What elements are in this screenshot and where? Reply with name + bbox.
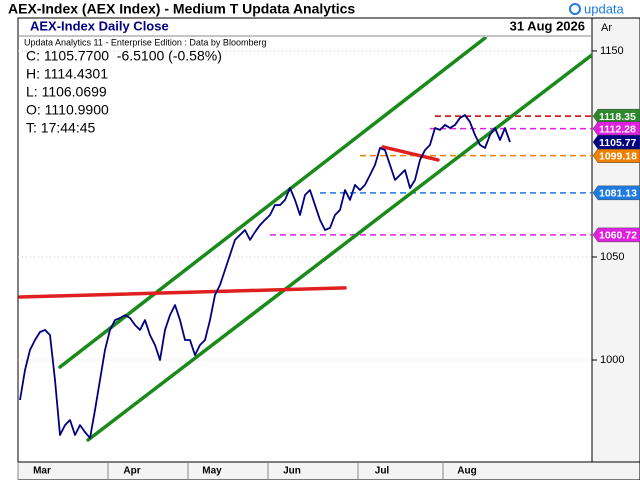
y-tick-label: 1050 (600, 251, 624, 263)
plot-area (17, 17, 593, 463)
chart-date: 31 Aug 2026 (510, 18, 585, 33)
level-box (592, 148, 640, 163)
x-tick-label: Jul (375, 466, 390, 477)
info-line: C: 1105.7700 -6.5100 (-0.58%) (26, 48, 222, 64)
chart-subtitle: AEX-Index Daily Close (30, 18, 169, 33)
x-tick-label: Jun (283, 466, 301, 477)
x-tick-label: May (202, 466, 222, 477)
level-label: 1099.18 (599, 150, 637, 162)
brand: updata (584, 1, 625, 16)
price-line (19, 114, 511, 439)
info-line: L: 1106.0699 (26, 84, 107, 100)
level-label: 1118.35 (599, 111, 636, 123)
title-bar (0, 0, 640, 18)
trendline (58, 37, 487, 369)
source-note: Updata Analytics 11 - Enterprise Edition… (24, 37, 266, 47)
info-line: H: 1114.4301 (26, 66, 108, 82)
level-box (592, 121, 640, 136)
chart-title: AEX-Index (AEX Index) - Medium T Updata … (8, 1, 355, 17)
x-axis (17, 461, 640, 480)
plot (18, 37, 592, 442)
level-label: 1060.72 (599, 230, 637, 242)
brand-logo: updata (569, 1, 625, 16)
x-tick-label: Apr (123, 466, 140, 477)
info-line: T: 17:44:45 (26, 120, 95, 136)
info-line: O: 1110.9900 (26, 102, 109, 118)
level-box (592, 185, 640, 201)
level-label: 1081.13 (599, 188, 637, 200)
trendline (18, 286, 347, 299)
level-label: 1112.28 (599, 123, 636, 135)
axis-label: Ar (601, 22, 612, 34)
x-tick-label: Aug (457, 466, 476, 477)
trendline (86, 53, 592, 442)
level-box (592, 227, 640, 243)
x-tick-label: Mar (33, 466, 51, 477)
level-box (592, 108, 640, 124)
last-price-box (592, 134, 640, 150)
y-tick-label: 1150 (600, 45, 624, 57)
y-tick-label: 1000 (600, 354, 624, 366)
trendline (381, 145, 440, 162)
last-price-label: 1105.77 (599, 137, 637, 149)
